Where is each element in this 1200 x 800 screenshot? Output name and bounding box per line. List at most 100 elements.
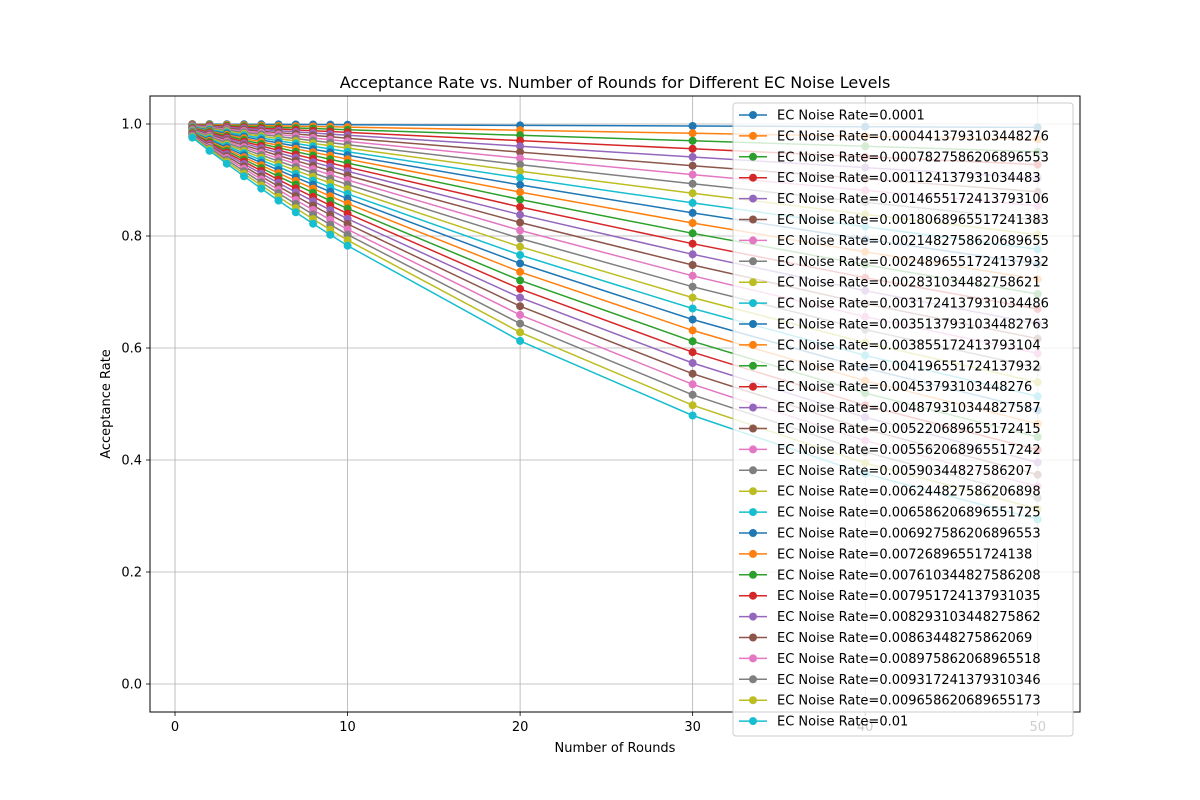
data-point [516,188,525,197]
legend-entry-label: EC Noise Rate=0.00726896551724138 [777,547,1032,562]
data-point [688,179,697,188]
x-tick-label: 0 [171,720,179,735]
data-point [688,380,697,389]
data-point [688,337,697,346]
data-point [516,180,525,189]
legend-box [732,102,1074,737]
data-point [688,315,697,324]
data-point [516,336,525,345]
data-point [291,208,300,217]
data-point [688,390,697,399]
legend-entry-label: EC Noise Rate=0.0018068965517241383 [777,213,1049,228]
data-point [516,259,525,268]
data-point [205,146,214,155]
legend-entry-label: EC Noise Rate=0.0035137931034482763 [777,318,1049,333]
data-point [188,133,197,142]
legend-marker [749,508,757,517]
data-point [516,226,525,235]
legend-entry-label: EC Noise Rate=0.001124137931034483 [777,171,1041,186]
data-point [516,328,525,337]
legend-marker [749,361,757,370]
legend-entry-label: EC Noise Rate=0.0021482758620689655 [777,234,1049,249]
y-tick-label: 0.2 [121,566,142,581]
data-point [516,242,525,251]
data-point [688,359,697,367]
legend-marker [749,487,757,496]
data-point [222,159,231,168]
data-point [688,293,697,302]
data-point [516,310,525,319]
legend-entry-label: EC Noise Rate=0.007951724137931035 [777,589,1041,604]
legend-entry-label: EC Noise Rate=0.00590344827586207 [777,464,1032,479]
data-point [516,210,525,219]
data-point [688,136,697,145]
data-point [688,411,697,420]
data-point [326,230,335,239]
data-point [688,304,697,313]
legend-entry-label: EC Noise Rate=0.0004413793103448276 [777,129,1049,144]
data-point [688,198,697,207]
y-tick-label: 1.0 [121,118,142,133]
legend-marker [749,633,757,642]
data-point [309,219,318,228]
data-point [343,236,352,245]
legend-marker [749,299,757,308]
legend-entry-label: EC Noise Rate=0.007610344827586208 [777,568,1041,583]
data-point [516,284,525,293]
legend-marker [749,152,757,161]
data-point [516,195,525,204]
legend-marker [749,131,757,140]
legend-entry-label: EC Noise Rate=0.009658620689655173 [777,694,1041,709]
data-point [343,230,352,239]
legend-marker [749,278,757,287]
legend-marker [749,654,757,663]
y-axis-label: Acceptance Rate [99,349,114,459]
data-point [343,241,352,250]
axes-border [149,95,1081,713]
legend-entry-label: EC Noise Rate=0.002831034482758621 [777,276,1041,291]
data-point [688,282,697,291]
data-point [516,203,525,211]
data-point [516,173,525,182]
x-axis-label: Number of Rounds [555,741,676,756]
legend-entry-label: EC Noise Rate=0.003855172413793104 [777,338,1041,353]
legend-marker [749,236,757,245]
x-tick-label: 10 [339,720,356,735]
data-point [688,161,697,170]
y-tick-label: 0.0 [121,678,142,693]
data-point [516,319,525,328]
legend-marker [749,591,757,600]
data-point [240,172,248,181]
legend-marker [749,403,757,412]
data-point [516,167,525,176]
legend-marker [749,111,757,119]
data-point [688,401,697,410]
legend-marker [749,257,757,266]
legend-entry-label: EC Noise Rate=0.0031724137931034486 [777,297,1049,312]
data-point [688,229,697,238]
legend-entry-label: EC Noise Rate=0.0001 [777,109,925,124]
legend-marker [749,215,757,224]
data-point [688,239,697,248]
data-point [688,170,697,179]
legend-entry-label: EC Noise Rate=0.00863448275862069 [777,631,1032,646]
legend-entry-label: EC Noise Rate=0.0007827586206896553 [777,150,1049,165]
legend-marker [749,173,757,182]
chart-title: Acceptance Rate vs. Number of Rounds for… [340,73,891,92]
legend-marker [749,549,757,558]
data-point [688,189,697,198]
legend-entry-label: EC Noise Rate=0.00453793103448276 [777,380,1032,395]
x-tick-label: 20 [512,720,529,735]
data-point [688,219,697,227]
legend-entry-label: EC Noise Rate=0.0014655172413793106 [777,192,1049,207]
legend-entry-label: EC Noise Rate=0.01 [777,715,908,730]
legend-marker [749,424,757,433]
data-point [688,348,697,357]
data-point [688,271,697,280]
legend-entry-label: EC Noise Rate=0.006586206896551725 [777,506,1041,521]
y-tick-label: 0.8 [121,230,142,245]
legend-entry-label: EC Noise Rate=0.008975862068965518 [777,652,1041,667]
legend-marker [749,466,757,475]
legend-entry-label: EC Noise Rate=0.006927586206896553 [777,527,1041,542]
